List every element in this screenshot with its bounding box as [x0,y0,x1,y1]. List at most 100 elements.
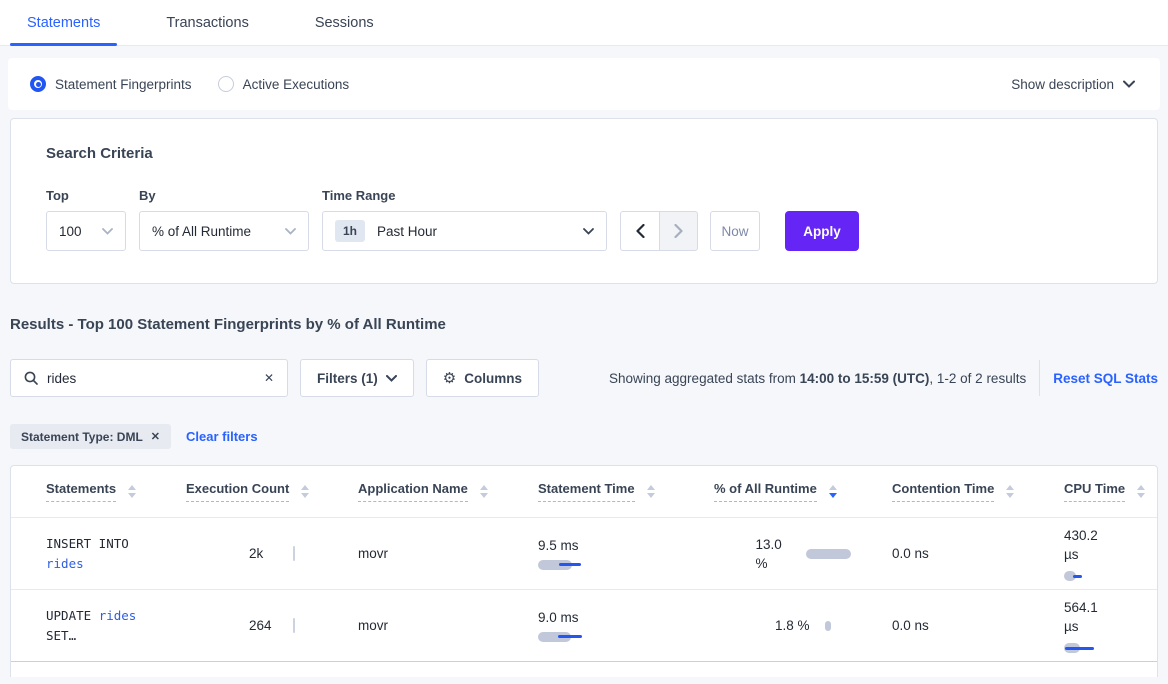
previous-time-button[interactable] [620,211,659,251]
radio-active-executions[interactable]: Active Executions [217,76,349,92]
cpu-time-bar [1064,643,1157,653]
pct-runtime-bar [805,548,851,559]
view-radio-group: Statement Fingerprints Active Executions [30,76,349,92]
column-header-statements[interactable]: Statements [11,466,186,517]
execution-count-bar [293,546,295,561]
statement-link[interactable]: rides [98,607,137,623]
sort-desc-icon [301,493,310,498]
toolbar-divider [1039,360,1041,396]
reset-sql-stats-link[interactable]: Reset SQL Stats [1053,370,1158,386]
tab-sessions[interactable]: Sessions [314,14,374,31]
time-range-value: Past Hour [377,223,438,239]
columns-button[interactable]: ⚙ Columns [425,359,539,397]
statement-link[interactable]: rides [46,555,84,571]
sort-desc-icon [128,493,137,498]
chevron-down-icon [102,227,113,235]
chevron-down-icon [285,227,296,235]
clear-search-icon[interactable]: ✕ [263,371,274,385]
columns-button-label: Columns [464,370,522,386]
search-icon [24,371,38,385]
sort-control[interactable] [828,485,837,498]
column-header-pct-runtime[interactable]: % of All Runtime [714,466,892,517]
apply-button[interactable]: Apply [785,211,859,251]
application-name-cell: movr [358,618,388,633]
chevron-down-icon [385,374,397,382]
search-input-value: rides [47,370,77,386]
tab-bar: Statements Transactions Sessions [0,0,1168,46]
column-header-cpu-time[interactable]: CPU Time [1064,466,1157,517]
show-description-toggle[interactable]: Show description [1011,77,1135,92]
statement-time-bar [538,559,714,570]
top-field: Top 100 [46,188,139,251]
now-button[interactable]: Now [710,211,760,251]
results-heading: Results - Top 100 Statement Fingerprints… [10,316,446,333]
pct-runtime-cell: 13.0 % [714,518,892,589]
time-pager [620,211,698,251]
statement-time-cell: 9.5 ms [538,518,714,589]
sort-asc-icon [828,485,837,490]
statement-cell[interactable]: UPDATE rides SET… [46,607,137,643]
search-input[interactable]: rides ✕ [10,359,288,397]
pct-runtime-bar [825,620,831,631]
tab-statements[interactable]: Statements [27,14,101,31]
table-row: UPDATE rides SET… 264 movr 9.0 ms 1.8 % … [11,590,1157,662]
sort-control[interactable] [1006,485,1015,498]
aggregated-stats-text: Showing aggregated stats from 14:00 to 1… [609,370,1027,386]
table-header-row: Statements Execution Count Application N… [11,466,1157,518]
sort-control[interactable] [301,485,310,498]
radio-unselected-icon [217,76,234,92]
by-select-value: % of All Runtime [152,223,252,239]
radio-label: Statement Fingerprints [55,76,192,92]
top-select[interactable]: 100 [46,211,126,251]
sort-desc-icon [828,493,837,498]
results-toolbar: rides ✕ Filters (1) ⚙ Columns Showing ag… [10,359,1158,397]
by-label: By [139,188,156,203]
column-header-statement-time[interactable]: Statement Time [538,466,714,517]
pct-runtime-cell: 1.8 % [714,590,892,661]
execution-count-bar [293,618,295,633]
tab-transactions[interactable]: Transactions [166,14,249,31]
stats-time-range: 14:00 to 15:59 (UTC) [799,370,930,386]
active-tab-underline [10,43,117,46]
by-field: By % of All Runtime [139,188,322,251]
cpu-time-bar [1064,571,1157,581]
search-criteria-title: Search Criteria [46,145,153,162]
filters-button[interactable]: Filters (1) [300,359,414,397]
time-range-label: Time Range [322,188,396,203]
view-toggle-bar: Statement Fingerprints Active Executions… [8,58,1160,110]
time-range-select[interactable]: 1h Past Hour [322,211,607,251]
statement-cell[interactable]: INSERT INTO rides [46,535,129,571]
sort-asc-icon [128,485,137,490]
by-select[interactable]: % of All Runtime [139,211,309,251]
cpu-time-cell: 430.2 µs [1064,518,1157,589]
active-filters-row: Statement Type: DML ✕ Clear filters [10,424,1158,449]
top-select-value: 100 [59,223,82,239]
sort-control[interactable] [646,485,655,498]
next-time-button[interactable] [659,211,698,251]
sort-asc-icon [301,485,310,490]
column-header-contention-time[interactable]: Contention Time [892,466,1064,517]
statement-time-cell: 9.0 ms [538,590,714,661]
remove-filter-icon[interactable]: ✕ [150,431,161,443]
clear-filters-link[interactable]: Clear filters [186,429,258,444]
sort-asc-icon [646,485,655,490]
execution-count-cell: 2k [186,518,358,589]
filters-button-label: Filters (1) [317,370,378,386]
sort-control[interactable] [1137,485,1146,498]
application-name-cell: movr [358,546,388,561]
time-range-field: Time Range 1h Past Hour [322,188,620,251]
statements-table: Statements Execution Count Application N… [10,465,1158,677]
contention-time-cell: 0.0 ns [892,546,929,561]
chevron-left-icon [635,224,645,238]
search-criteria-panel: Search Criteria Top 100 By % of All Runt… [10,118,1158,284]
sort-control[interactable] [479,485,488,498]
chevron-down-icon [583,227,594,235]
sort-control[interactable] [128,485,137,498]
column-header-application-name[interactable]: Application Name [358,466,538,517]
chevron-down-icon [1123,80,1135,88]
chevron-right-icon [674,224,683,238]
column-header-execution-count[interactable]: Execution Count [186,466,358,517]
filter-chip-statement-type[interactable]: Statement Type: DML ✕ [10,424,172,449]
radio-statement-fingerprints[interactable]: Statement Fingerprints [30,76,192,92]
time-range-badge: 1h [335,220,366,242]
